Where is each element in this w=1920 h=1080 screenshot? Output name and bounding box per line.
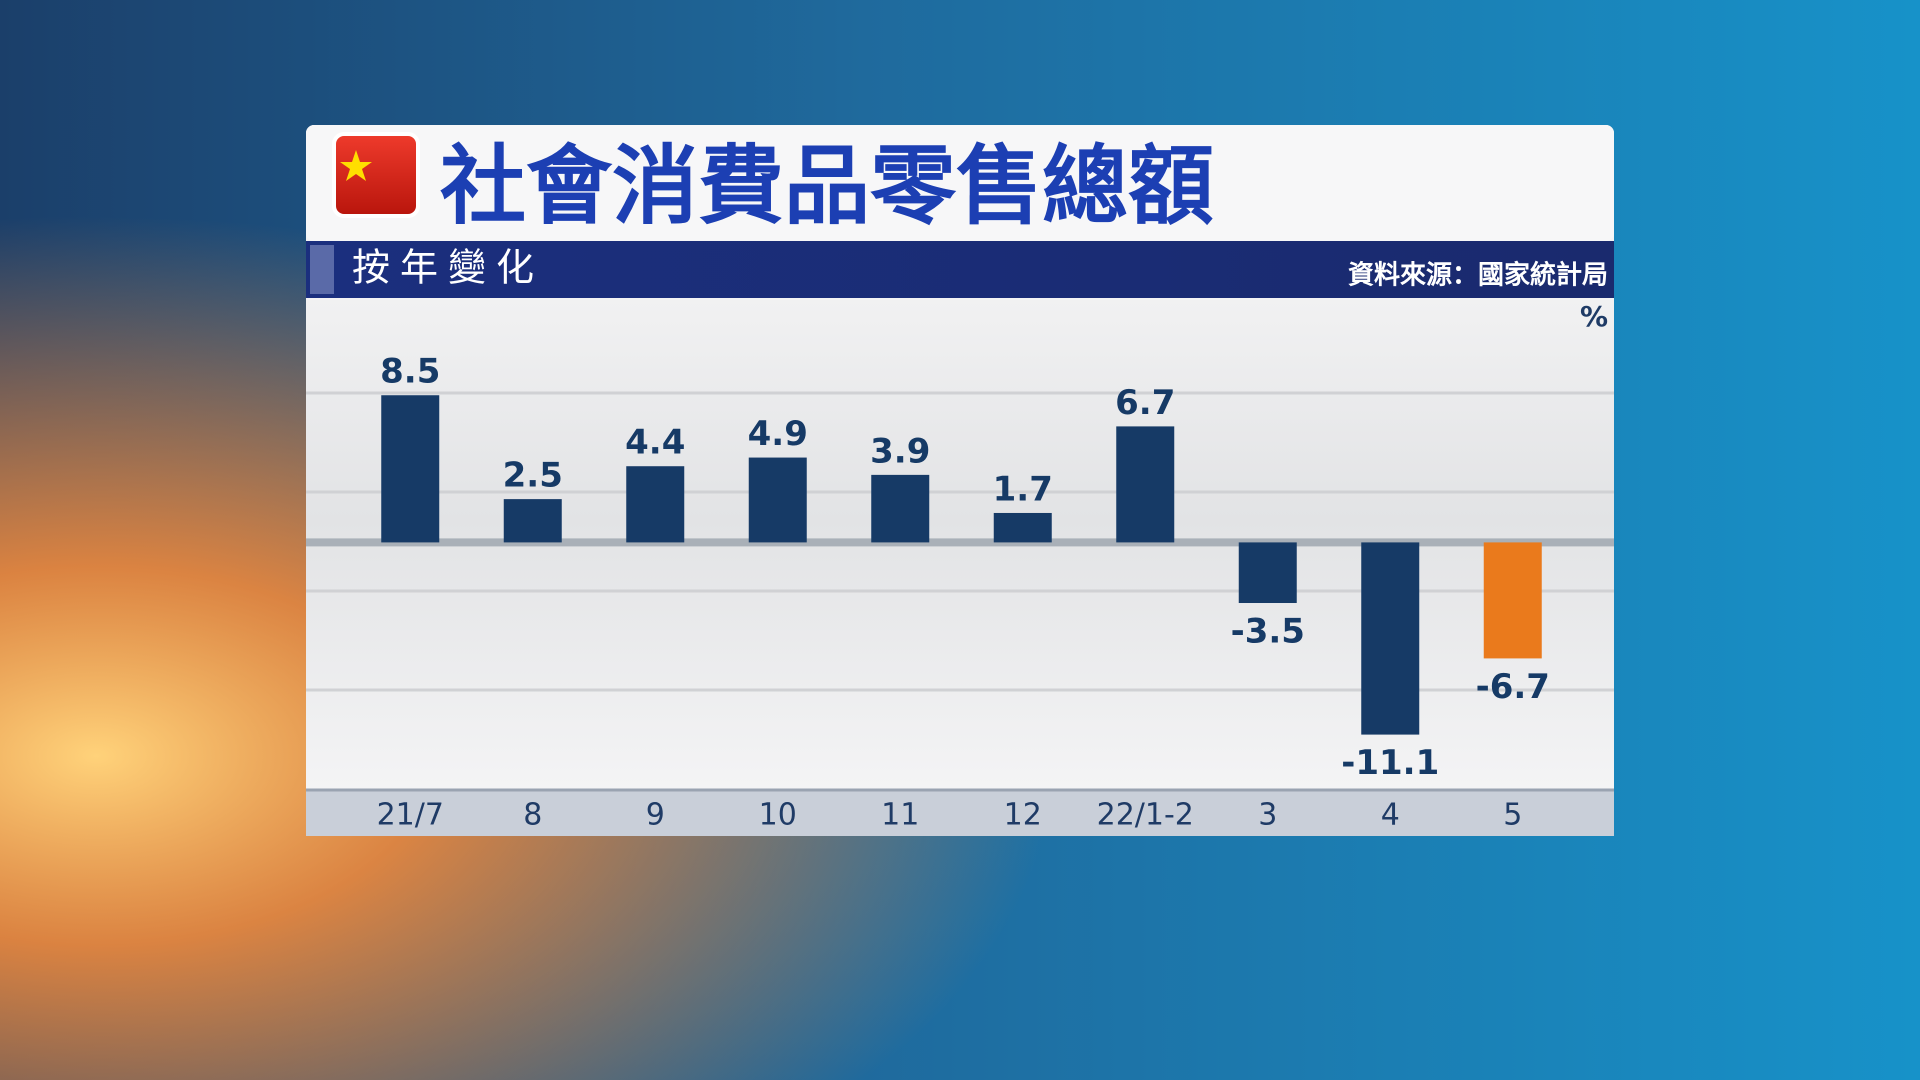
subtitle-marker [310,245,334,294]
bar [993,512,1052,543]
bar [503,499,562,543]
bar [381,395,440,543]
flag-icon [332,132,420,218]
bar [626,466,685,543]
x-tick-label: 10 [759,798,797,833]
x-tick-label: 21/7 [377,798,444,833]
bar [1238,542,1297,604]
value-label: -3.5 [1231,612,1305,652]
value-label: 1.7 [993,469,1053,509]
zero-line [306,538,1614,547]
category-band [306,790,1614,836]
chart-subtitle: 按年變化 [352,246,544,290]
value-label: 6.7 [1115,383,1175,423]
x-tick-label: 8 [523,798,542,833]
value-label: -6.7 [1476,667,1550,707]
x-tick-label: 9 [646,798,665,833]
chart-title: 社會消費品零售總額 [440,136,1214,236]
bar [1361,542,1420,735]
value-label: 8.5 [380,352,440,392]
value-label: 4.9 [748,414,808,454]
bar [748,457,807,543]
title-bar [306,125,1614,241]
value-label: 4.4 [625,423,685,463]
x-tick-label: 3 [1258,798,1277,833]
value-label: 3.9 [870,431,930,471]
x-tick-label: 5 [1503,798,1522,833]
x-tick-label: 4 [1381,798,1400,833]
bar [1116,426,1175,543]
x-tick-label: 11 [881,798,919,833]
unit-label: % [1580,300,1608,333]
value-label: -11.1 [1341,743,1439,783]
subtitle-band [306,241,1614,298]
x-tick-label: 12 [1004,798,1042,833]
value-label: 2.5 [503,456,563,496]
source-note: 資料來源：國家統計局 [1348,260,1608,291]
bar [1483,542,1542,659]
bar [871,474,930,543]
x-tick-label: 22/1-2 [1097,798,1194,833]
flag-star [340,150,372,181]
